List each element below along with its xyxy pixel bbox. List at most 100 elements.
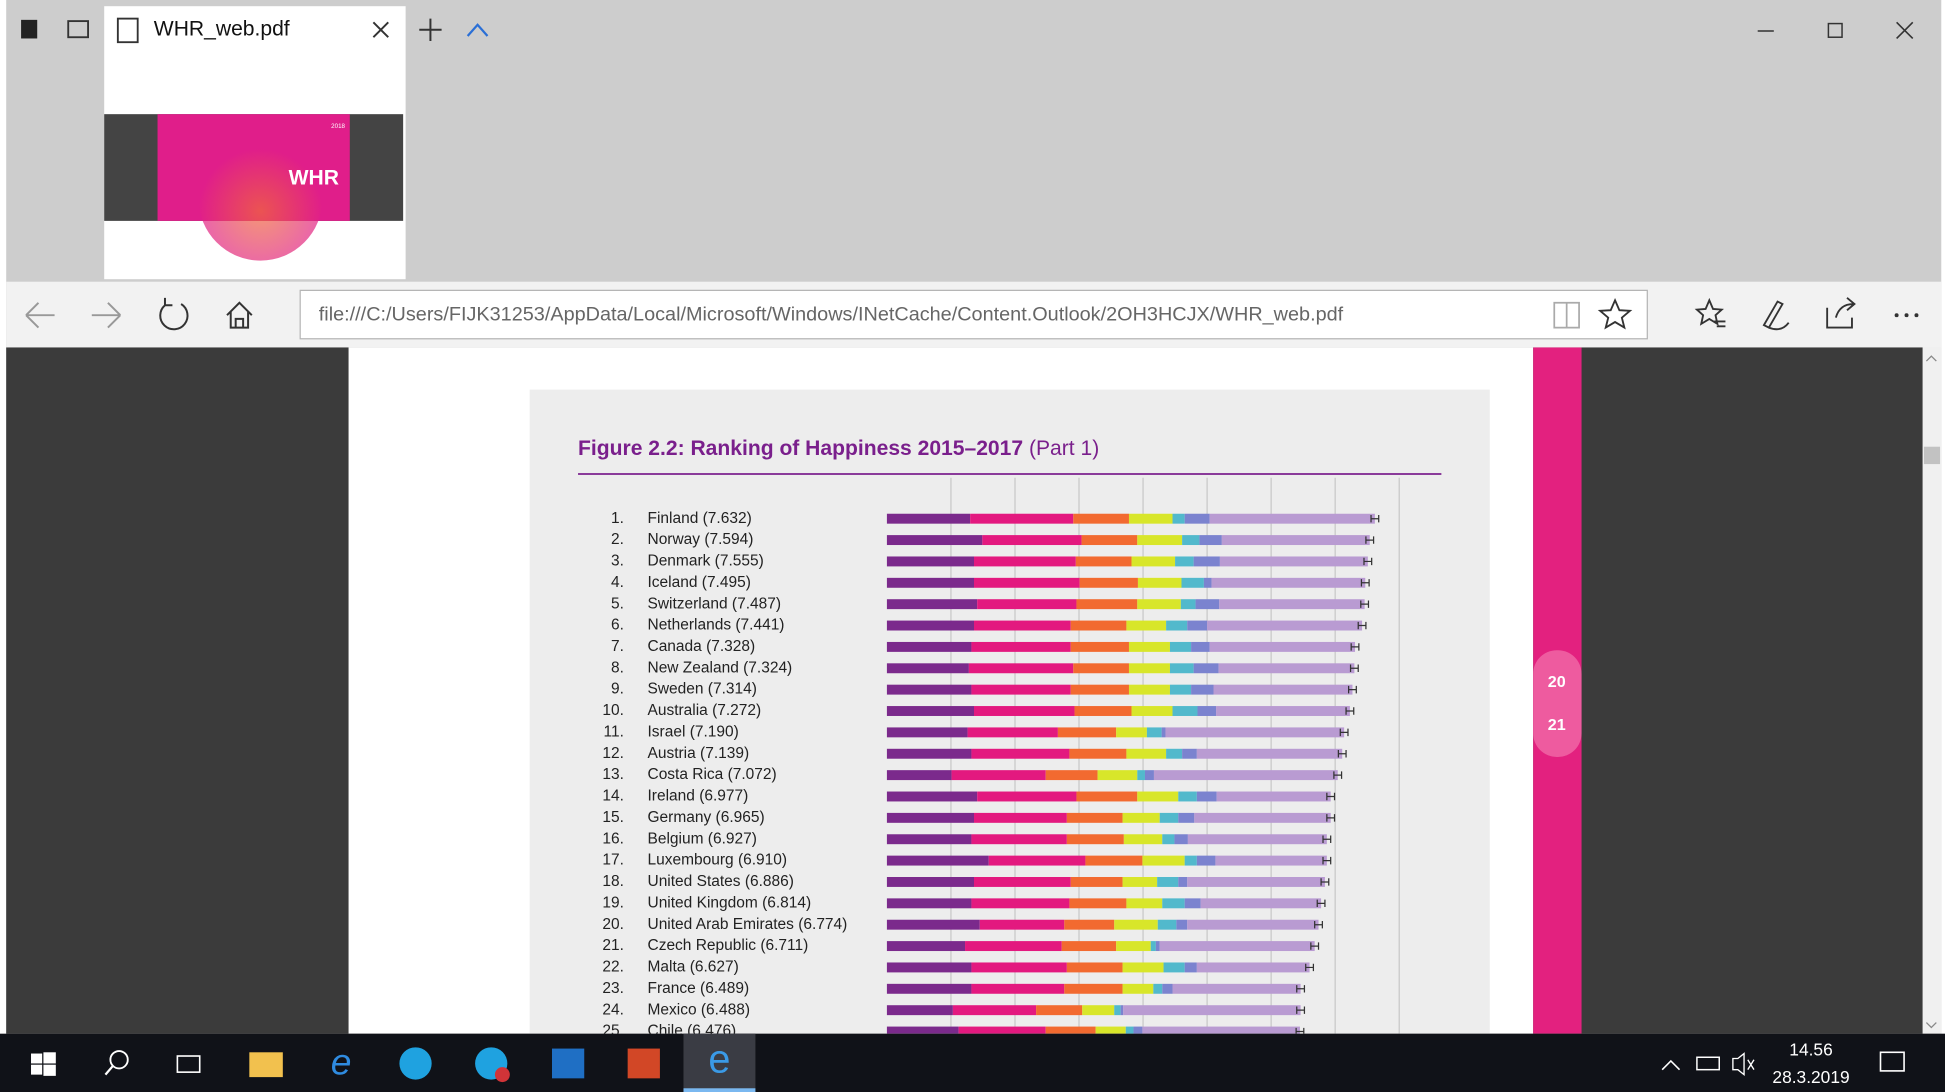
bar-segment — [1182, 535, 1199, 545]
bar-segment — [1129, 685, 1170, 695]
bar-segment — [1071, 877, 1123, 887]
bar-segment — [1170, 642, 1191, 652]
bar-segment — [1176, 920, 1187, 930]
clock-date[interactable]: 28.3.2019 — [1772, 1067, 1849, 1087]
bar-segment — [1162, 984, 1172, 994]
bar-segment — [887, 984, 972, 994]
bar-segment — [887, 685, 972, 695]
bar-segment — [1204, 578, 1212, 588]
tab-title: WHR_web.pdf — [154, 17, 290, 40]
bar-segment — [1164, 962, 1185, 972]
bar-segment — [1222, 535, 1370, 545]
bar-segment — [887, 706, 974, 716]
bar-segment — [887, 792, 977, 802]
bar-segment — [1154, 770, 1338, 780]
bar-segment — [887, 920, 980, 930]
rank: 12. — [602, 745, 624, 762]
rank: 17. — [602, 852, 624, 869]
bar-segment — [1173, 984, 1301, 994]
bar-segment — [971, 834, 1066, 844]
bar-segment — [887, 813, 974, 823]
rank: 7. — [611, 638, 624, 655]
bar-segment — [1123, 877, 1158, 887]
clock-time[interactable]: 14.56 — [1789, 1040, 1832, 1060]
rank: 18. — [602, 873, 624, 890]
bar-segment — [970, 514, 1073, 524]
url: file:///C:/Users/FIJK31253/AppData/Local… — [319, 303, 1344, 325]
bar-segment — [953, 1005, 1036, 1015]
bar-segment — [1166, 621, 1187, 631]
bar-segment — [1123, 962, 1164, 972]
bar-segment — [977, 792, 1076, 802]
country-label: Czech Republic (6.711) — [648, 937, 809, 954]
bar-segment — [1181, 578, 1203, 588]
rank: 14. — [602, 788, 624, 805]
bar-segment — [1219, 599, 1364, 609]
bar-segment — [989, 856, 1086, 866]
country-label: Canada (7.328) — [648, 638, 756, 655]
country-label: Netherlands (7.441) — [648, 617, 785, 634]
bar-segment — [1185, 856, 1197, 866]
bar-segment — [952, 770, 1046, 780]
bar-segment — [971, 984, 1064, 994]
screen: WHR_web.pdf 2018 WHR file:///C:/Users/FI… — [0, 0, 1945, 1092]
bar-segment — [1178, 792, 1197, 802]
rank: 8. — [611, 659, 624, 676]
bar-segment — [1201, 898, 1321, 908]
bar-segment — [1085, 856, 1142, 866]
country-label: Finland (7.632) — [648, 510, 752, 527]
rank: 16. — [602, 830, 624, 847]
powerpoint[interactable] — [628, 1049, 660, 1079]
rank: 1. — [611, 510, 624, 527]
bar-segment — [1199, 535, 1221, 545]
rank: 22. — [602, 959, 624, 976]
bar-segment — [887, 663, 969, 673]
bar-segment — [1166, 749, 1182, 759]
bar-segment — [1178, 877, 1187, 887]
bar-segment — [1157, 877, 1178, 887]
country-label: Belgium (6.927) — [648, 830, 757, 847]
country-label: United States (6.886) — [648, 873, 794, 890]
outlook[interactable] — [552, 1049, 584, 1079]
bar-segment — [971, 642, 1070, 652]
bar-segment — [1058, 727, 1116, 737]
country-label: Norway (7.594) — [648, 531, 754, 548]
country-label: France (6.489) — [648, 980, 750, 997]
bar-segment — [1067, 962, 1123, 972]
country-label: Iceland (7.495) — [648, 574, 751, 591]
file-explorer[interactable] — [249, 1052, 282, 1077]
bar-segment — [971, 749, 1069, 759]
internet-explorer[interactable]: e — [331, 1041, 352, 1083]
bar-segment — [1137, 792, 1178, 802]
bar-segment — [1194, 813, 1330, 823]
bar-segment — [1137, 770, 1145, 780]
bar-segment — [1067, 834, 1124, 844]
edge[interactable]: e — [708, 1038, 730, 1082]
bar-segment — [887, 1005, 953, 1015]
bar-segment — [971, 962, 1066, 972]
bar-segment — [1129, 663, 1170, 673]
bar-segment — [1123, 1005, 1300, 1015]
bar-segment — [1123, 984, 1154, 994]
active-indicator — [683, 1088, 755, 1092]
rank: 4. — [611, 574, 624, 591]
bar-segment — [1064, 920, 1114, 930]
bar-segment — [1217, 792, 1331, 802]
bar-segment — [1151, 941, 1156, 951]
page-number: 20 — [1548, 673, 1566, 691]
chart-subtitle: (Part 1) — [1029, 437, 1099, 460]
bar-segment — [1126, 749, 1166, 759]
skype-badge — [495, 1067, 510, 1082]
tab-sets-icon[interactable] — [21, 20, 37, 39]
bar-segment — [1076, 792, 1137, 802]
bar-segment — [1069, 898, 1126, 908]
bar-segment — [1075, 706, 1132, 716]
thumbnail-logo: WHR — [289, 166, 339, 189]
bar-segment — [1187, 877, 1325, 887]
bar-segment — [1046, 770, 1098, 780]
bar-segment — [1187, 920, 1318, 930]
bar-segment — [1210, 514, 1375, 524]
scroll-thumb[interactable] — [1924, 447, 1940, 464]
bar-segment — [887, 856, 989, 866]
skype-business[interactable] — [399, 1047, 431, 1079]
